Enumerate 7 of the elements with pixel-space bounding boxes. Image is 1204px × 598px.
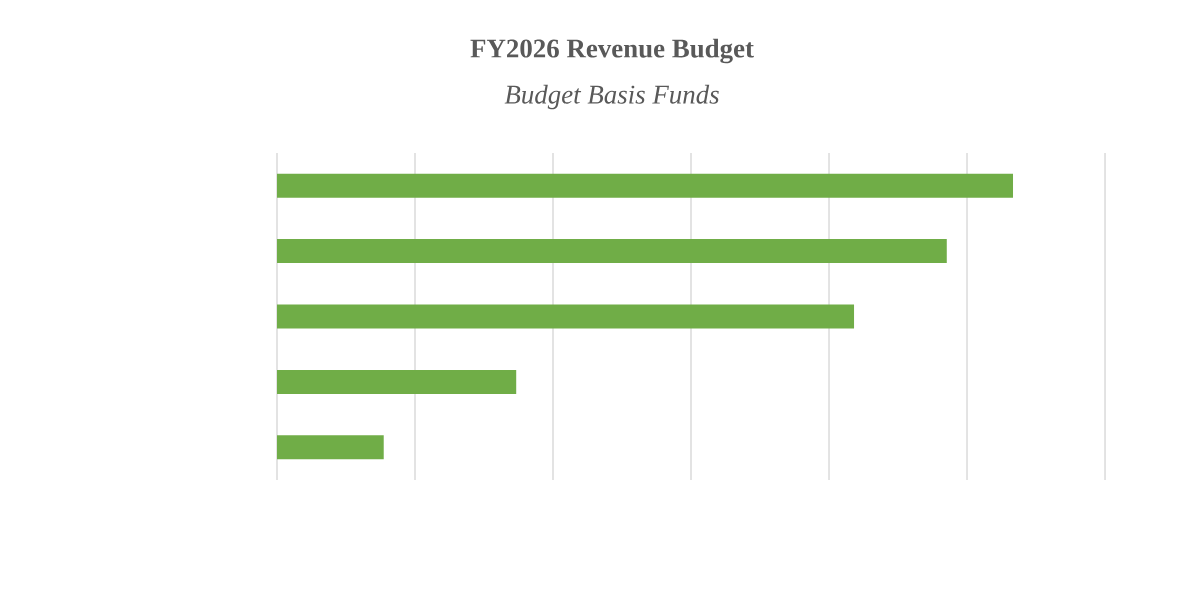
bar bbox=[277, 304, 855, 329]
bar bbox=[277, 173, 1014, 198]
chart-subtitle: Budget Basis Funds bbox=[504, 84, 719, 110]
bar bbox=[277, 435, 384, 460]
chart-title: FY2026 Revenue Budget bbox=[470, 38, 754, 64]
bar bbox=[277, 239, 947, 264]
bar bbox=[277, 369, 517, 394]
